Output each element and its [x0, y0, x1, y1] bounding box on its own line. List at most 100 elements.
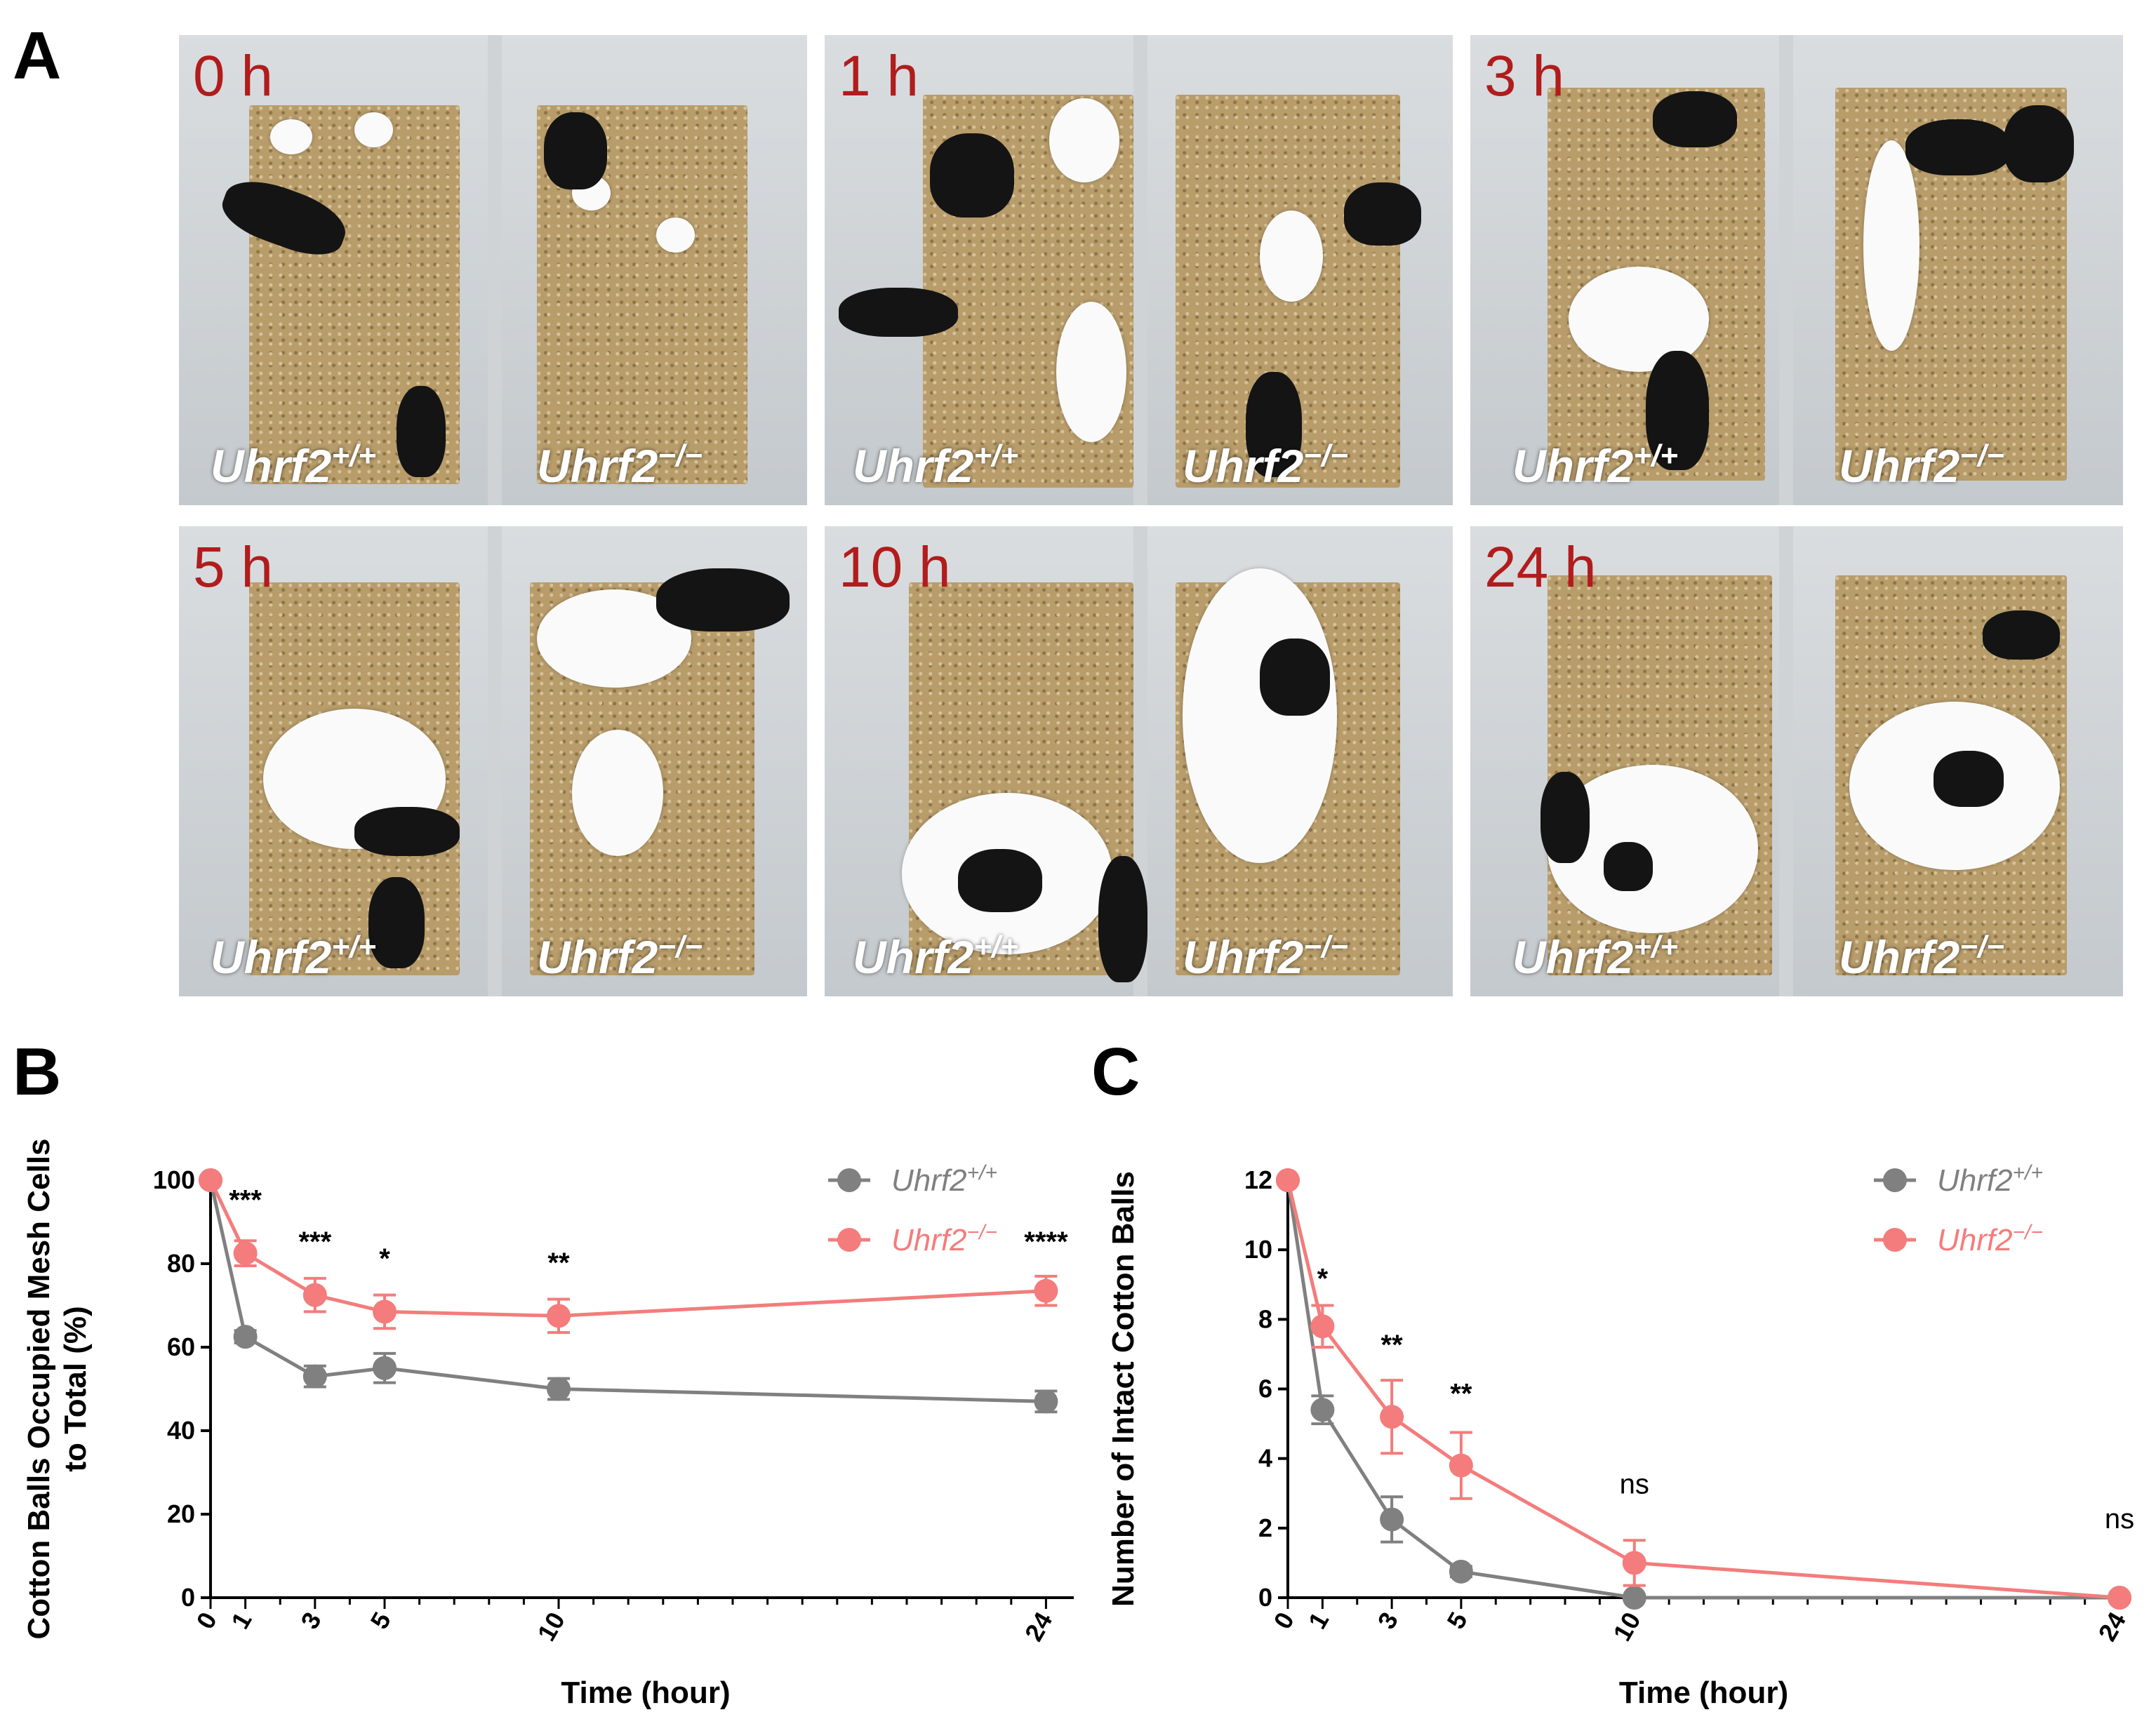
x-tick-label: 10	[1607, 1608, 1646, 1646]
legend-label-sup: +/+	[967, 1161, 997, 1184]
legend-marker	[837, 1168, 861, 1192]
photo-panel-5h: 5 h Uhrf2+/+ Uhrf2−/−	[179, 526, 807, 996]
significance-label: ***	[298, 1227, 331, 1257]
x-tick-label: 3	[295, 1608, 327, 1634]
time-label: 5 h	[193, 535, 273, 599]
y-tick-label: 0	[1258, 1583, 1272, 1612]
significance-label: ***	[229, 1185, 262, 1216]
legend-label-base: Uhrf2	[891, 1223, 967, 1257]
genotype-label-ko: Uhrf2−/−	[1183, 930, 1348, 983]
data-point	[1449, 1453, 1473, 1478]
legend-marker	[837, 1228, 861, 1252]
y-tick-label: 10	[1244, 1235, 1272, 1264]
photo-panel-24h: 24 h Uhrf2+/+ Uhrf2−/−	[1470, 526, 2123, 996]
data-point	[1310, 1398, 1335, 1422]
genotype-label-wt: Uhrf2+/+	[1512, 930, 1678, 983]
data-point	[1380, 1507, 1404, 1532]
legend-label: Uhrf2+/+	[1937, 1161, 2043, 1198]
photo-panel-3h: 3 h Uhrf2+/+ Uhrf2−/−	[1470, 35, 2123, 505]
data-point	[1622, 1551, 1646, 1575]
y-tick-label: 4	[1258, 1444, 1272, 1473]
panel-letter-b: B	[13, 1034, 62, 1109]
series-line	[208, 1179, 1046, 1403]
time-label: 1 h	[839, 44, 919, 108]
series-line	[1286, 1179, 2120, 1600]
significance-label: *	[379, 1243, 390, 1274]
genotype-label-ko: Uhrf2−/−	[1183, 439, 1348, 492]
y-axis-title-line2: to Total (%)	[58, 1306, 93, 1471]
photo-panel-0h: 0 h Uhrf2+/+ Uhrf2−/−	[179, 35, 807, 505]
y-tick-label: 60	[167, 1332, 195, 1361]
data-point	[1449, 1559, 1473, 1584]
data-point	[302, 1283, 327, 1307]
legend-label-base: Uhrf2	[1937, 1223, 2013, 1257]
y-tick-label: 40	[167, 1416, 195, 1445]
genotype-label-ko: Uhrf2−/−	[1839, 439, 2004, 492]
y-tick-label: 2	[1258, 1513, 1272, 1542]
time-label: 10 h	[839, 535, 951, 599]
legend-label-base: Uhrf2	[1937, 1163, 2013, 1198]
y-tick-label: 80	[167, 1249, 195, 1278]
photo-panel-1h: 1 h Uhrf2+/+ Uhrf2−/−	[825, 35, 1453, 505]
photo-panel-10h: 10 h Uhrf2+/+ Uhrf2−/−	[825, 526, 1453, 996]
data-point	[2108, 1586, 2131, 1610]
x-axis-title: Time (hour)	[1619, 1676, 1788, 1710]
legend-label-sup: +/+	[2013, 1161, 2043, 1184]
panel-letter-c: C	[1091, 1034, 1140, 1109]
data-point	[302, 1364, 327, 1389]
y-tick-label: 0	[181, 1583, 195, 1612]
series-line	[1286, 1179, 2120, 1600]
x-axis-title: Time (hour)	[561, 1676, 730, 1710]
data-point	[547, 1377, 571, 1401]
x-tick-label: 0	[190, 1608, 222, 1634]
y-axis-title: Number of Intact Cotton Balls	[1106, 1171, 1140, 1607]
legend-label: Uhrf2−/−	[891, 1221, 997, 1257]
significance-label: *	[1317, 1264, 1329, 1295]
data-point	[1380, 1405, 1404, 1429]
y-tick-label: 8	[1258, 1304, 1272, 1333]
x-tick-label: 3	[1372, 1608, 1404, 1634]
data-point	[547, 1304, 571, 1328]
time-label: 24 h	[1484, 535, 1597, 599]
data-point	[233, 1325, 258, 1349]
genotype-label-ko: Uhrf2−/−	[1839, 930, 2004, 983]
genotype-label-wt: Uhrf2+/+	[211, 439, 376, 492]
data-point	[1310, 1314, 1335, 1339]
legend-label-sup: −/−	[967, 1221, 997, 1244]
data-point	[1034, 1389, 1058, 1414]
data-point	[1034, 1278, 1058, 1303]
x-tick-label: 24	[1019, 1608, 1058, 1646]
x-tick-label: 5	[1441, 1608, 1473, 1634]
data-point	[373, 1299, 397, 1324]
y-tick-label: 12	[1244, 1165, 1272, 1194]
legend-label: Uhrf2+/+	[891, 1161, 997, 1198]
time-label: 0 h	[193, 44, 273, 108]
genotype-label-wt: Uhrf2+/+	[1512, 439, 1678, 492]
x-tick-label: 1	[225, 1608, 258, 1634]
legend-label: Uhrf2−/−	[1937, 1221, 2043, 1257]
data-point	[373, 1356, 397, 1380]
legend-marker	[1883, 1168, 1907, 1192]
x-tick-label: 5	[364, 1608, 397, 1634]
data-point	[199, 1168, 222, 1192]
genotype-label-wt: Uhrf2+/+	[853, 439, 1018, 492]
panel-letter-a: A	[13, 18, 62, 93]
legend-label-base: Uhrf2	[891, 1163, 967, 1198]
x-tick-label: 0	[1267, 1608, 1300, 1634]
y-tick-label: 20	[167, 1499, 195, 1528]
significance-label: **	[1381, 1330, 1404, 1361]
x-tick-label: 1	[1303, 1608, 1335, 1634]
legend-label-sup: −/−	[2013, 1221, 2043, 1244]
y-tick-label: 6	[1258, 1375, 1272, 1403]
y-tick-label: 100	[153, 1165, 195, 1194]
data-point	[233, 1241, 258, 1266]
significance-label: ns	[2105, 1504, 2134, 1535]
genotype-label-wt: Uhrf2+/+	[853, 930, 1018, 983]
significance-label: **	[1450, 1378, 1472, 1409]
x-tick-label: 10	[531, 1608, 571, 1646]
significance-label: ****	[1024, 1227, 1068, 1257]
significance-label: ns	[1620, 1469, 1649, 1499]
x-tick-label: 24	[2092, 1608, 2131, 1646]
